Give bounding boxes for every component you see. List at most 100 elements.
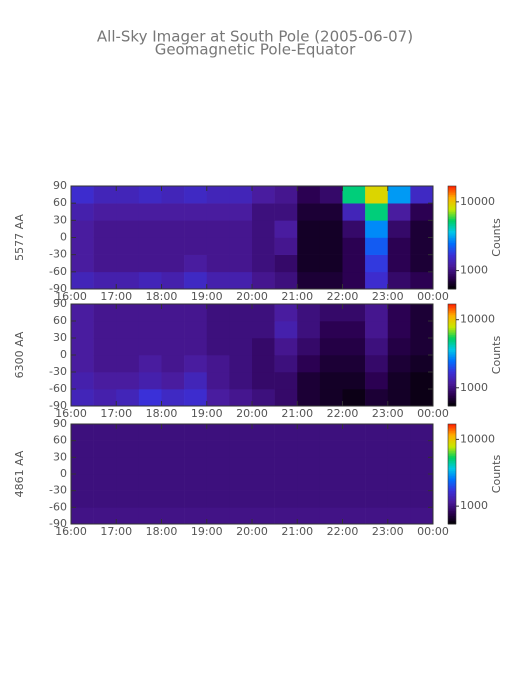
y-tick-label: -60 [49,382,67,395]
heatmap-cell [252,338,275,356]
heatmap-cell [342,220,366,238]
heatmap-cell [206,372,230,390]
y-axis-label: 4861 AA [13,450,26,497]
heatmap-cell [274,457,298,475]
heatmap-cell [138,338,162,356]
colorbar-segment [448,280,456,283]
heatmap-cell [410,355,434,373]
heatmap-cell [319,271,343,290]
heatmap-cell [138,424,162,441]
heatmap-cell [138,355,162,373]
colorbar-segment [448,276,456,280]
colorbar-segment [448,227,456,230]
colorbar-segment [448,447,456,450]
heatmap-cell [116,220,140,238]
heatmap-cell [365,389,389,407]
chart-subtitle: Geomagnetic Pole-Equator [155,41,356,59]
colorbar-segment [448,515,456,518]
heatmap-cell [252,271,275,290]
heatmap-cell [184,271,208,290]
heatmap-cell [252,507,275,525]
colorbar-segment [448,251,456,254]
heatmap-cell [206,254,230,273]
heatmap-cell [161,338,185,356]
heatmap-cell [274,321,298,339]
heatmap-cell [274,490,298,508]
heatmap-cell [229,424,253,441]
colorbar-segment [448,349,456,352]
heatmap-cell [161,304,185,322]
heatmap-cell [161,424,185,441]
heatmap-cell [184,254,208,273]
heatmap-cell [342,457,366,475]
heatmap-cell [410,237,434,255]
colorbar-segment [448,387,456,390]
x-tick-label: 00:00 [417,525,449,538]
heatmap-cell [93,474,117,491]
heatmap-cell [161,271,185,290]
heatmap-cell [138,490,162,508]
heatmap-cell [93,424,117,441]
heatmap-cell [206,220,230,238]
heatmap-cell [297,440,321,458]
colorbar-segment [448,370,456,373]
heatmap-cell [116,338,140,356]
heatmap-cell [161,372,185,390]
heatmap-cell [319,186,343,204]
heatmap-cell [161,237,185,255]
colorbar-segment [448,283,456,286]
heatmap-cell [116,389,140,407]
heatmap-cell [274,271,298,290]
heatmap-cell [274,474,298,491]
heatmap-cell [252,474,275,491]
heatmap-cell [229,220,253,238]
colorbar-segment [448,348,456,351]
heatmap-cell [342,355,366,373]
colorbar-segment [448,442,456,445]
heatmap-cell [410,220,434,238]
colorbar-tick-label: 10000 [460,432,495,445]
colorbar-segment [448,435,456,438]
colorbar-segment [448,389,456,392]
heatmap-cell [138,237,162,255]
heatmap-cell [184,355,208,373]
heatmap-cell [206,490,230,508]
x-tick-label: 17:00 [100,525,132,538]
colorbar-segment [448,520,456,523]
x-tick-label: 21:00 [281,407,313,420]
colorbar-segment [448,495,456,498]
heatmap-cell [206,389,230,407]
heatmap-cell [252,304,275,322]
heatmap-cell [297,490,321,508]
colorbar-segment [448,332,456,335]
colorbar-segment [448,505,456,508]
heatmap-cell [229,490,253,508]
heatmap-cell [138,304,162,322]
colorbar-segment [448,510,456,513]
colorbar-segment [448,230,456,233]
heatmap-cell [365,507,389,525]
colorbar-segment [448,400,456,403]
heatmap-cell [319,220,343,238]
heatmap-cell [387,237,411,255]
heatmap-cell [138,457,162,475]
colorbar-segment [448,239,456,242]
colorbar-segment [448,472,456,475]
heatmap-cell [297,474,321,491]
heatmap-cell [410,372,434,390]
heatmap-cell [116,372,140,390]
colorbar-segment [448,204,456,207]
heatmap-cell [274,220,298,238]
heatmap-cell [229,355,253,373]
heatmap-cell [71,203,94,221]
heatmap-cell [184,304,208,322]
heatmap-cell [410,304,434,322]
x-tick-label: 22:00 [327,525,359,538]
colorbar-segment [448,394,456,397]
heatmap-cell [93,338,117,356]
heatmap-cell [387,474,411,491]
x-tick-label: 20:00 [236,407,268,420]
heatmap-cell [93,389,117,407]
heatmap-cell [342,490,366,508]
